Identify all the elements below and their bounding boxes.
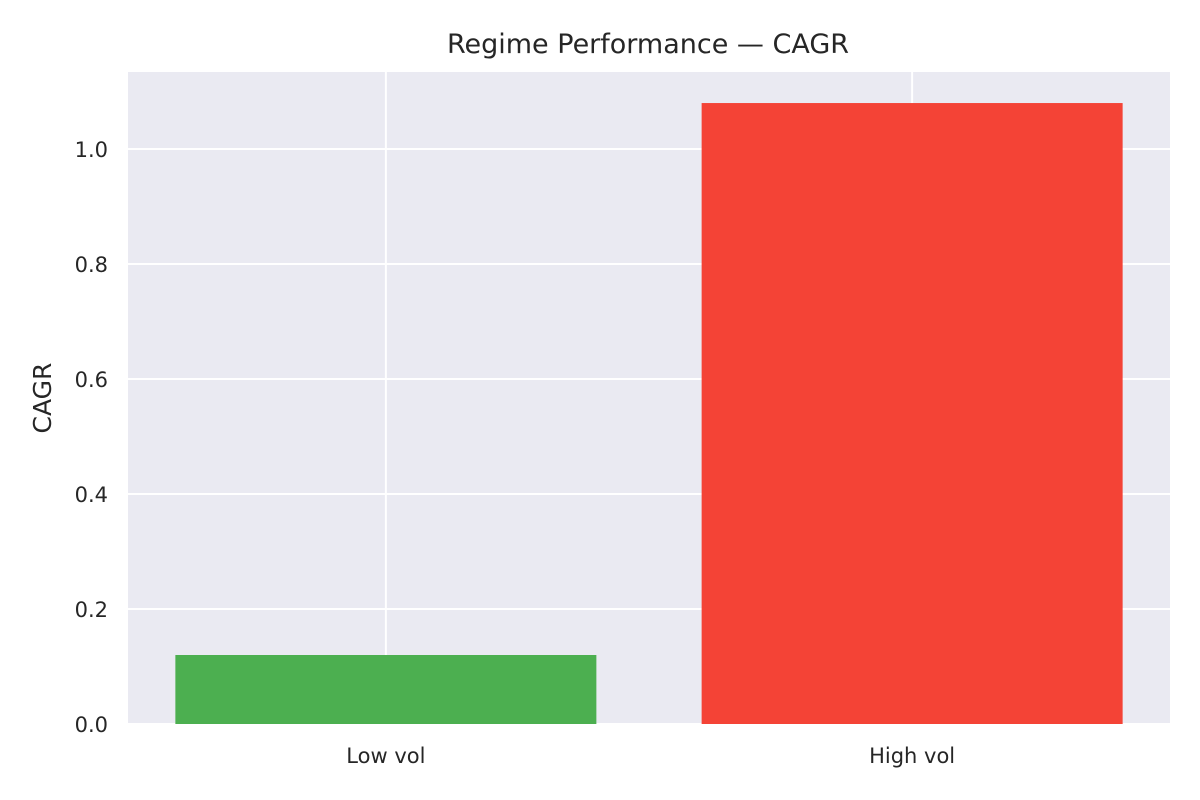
y-axis-ticks: 0.0 0.2 0.4 0.6 0.8 1.0	[75, 138, 108, 737]
bar-low-vol	[175, 655, 597, 724]
x-tick-label: High vol	[869, 744, 955, 768]
y-tick-label: 0.4	[75, 483, 108, 507]
x-tick-label: Low vol	[346, 744, 425, 768]
y-tick-label: 1.0	[75, 138, 108, 162]
bar-high-vol	[701, 103, 1123, 725]
x-axis-ticks: Low vol High vol	[346, 744, 955, 768]
bars	[175, 103, 1123, 725]
y-tick-label: 0.2	[75, 598, 108, 622]
y-tick-label: 0.6	[75, 368, 108, 392]
y-tick-label: 0.0	[75, 713, 108, 737]
y-tick-label: 0.8	[75, 253, 108, 277]
y-axis-label: CAGR	[28, 363, 57, 434]
chart-title: Regime Performance — CAGR	[447, 29, 849, 60]
